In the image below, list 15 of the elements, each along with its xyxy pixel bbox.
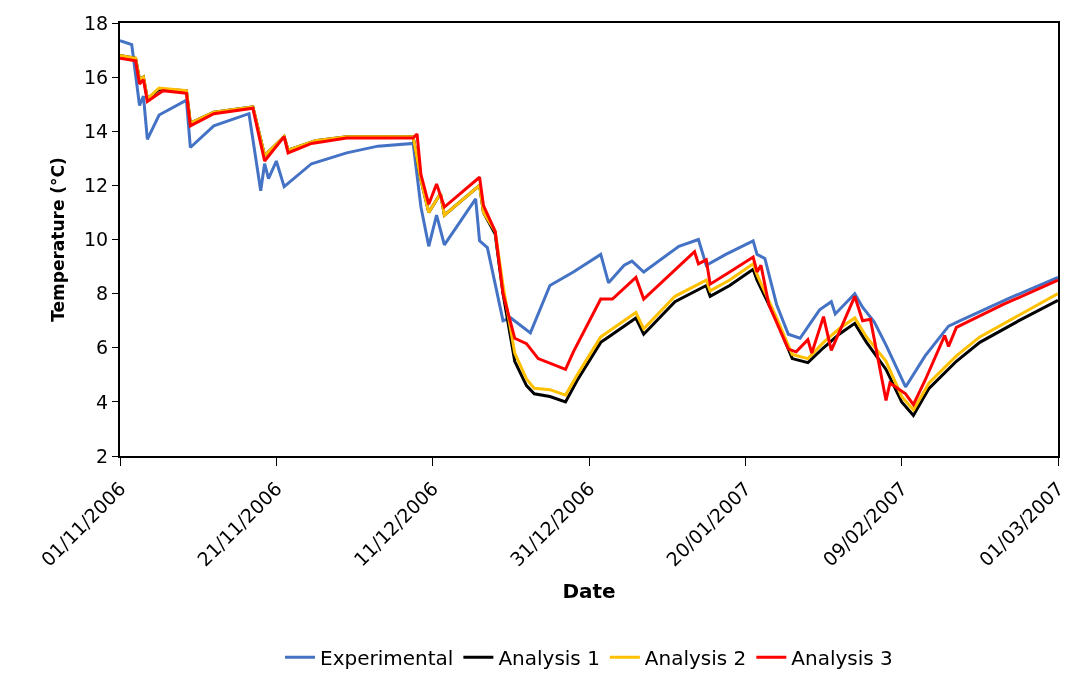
y-tick-label: 8	[96, 282, 109, 305]
y-axis-title: Temperature (°C)	[48, 157, 69, 322]
y-tick-label: 6	[96, 336, 109, 359]
legend-label: Experimental	[320, 646, 454, 671]
legend-label: Analysis 2	[644, 646, 747, 671]
y-tick-label: 14	[84, 119, 109, 142]
y-tick-label: 2	[96, 444, 109, 467]
y-tick-label: 12	[84, 174, 109, 197]
y-tick-label: 16	[84, 65, 109, 88]
y-tick-label: 4	[96, 390, 109, 413]
y-tick-label: 18	[84, 11, 109, 34]
legend-label: Analysis 1	[498, 646, 600, 671]
legend-label: Analysis 3	[791, 646, 893, 671]
x-axis-title: Date	[562, 579, 616, 604]
y-tick-label: 10	[84, 228, 109, 251]
